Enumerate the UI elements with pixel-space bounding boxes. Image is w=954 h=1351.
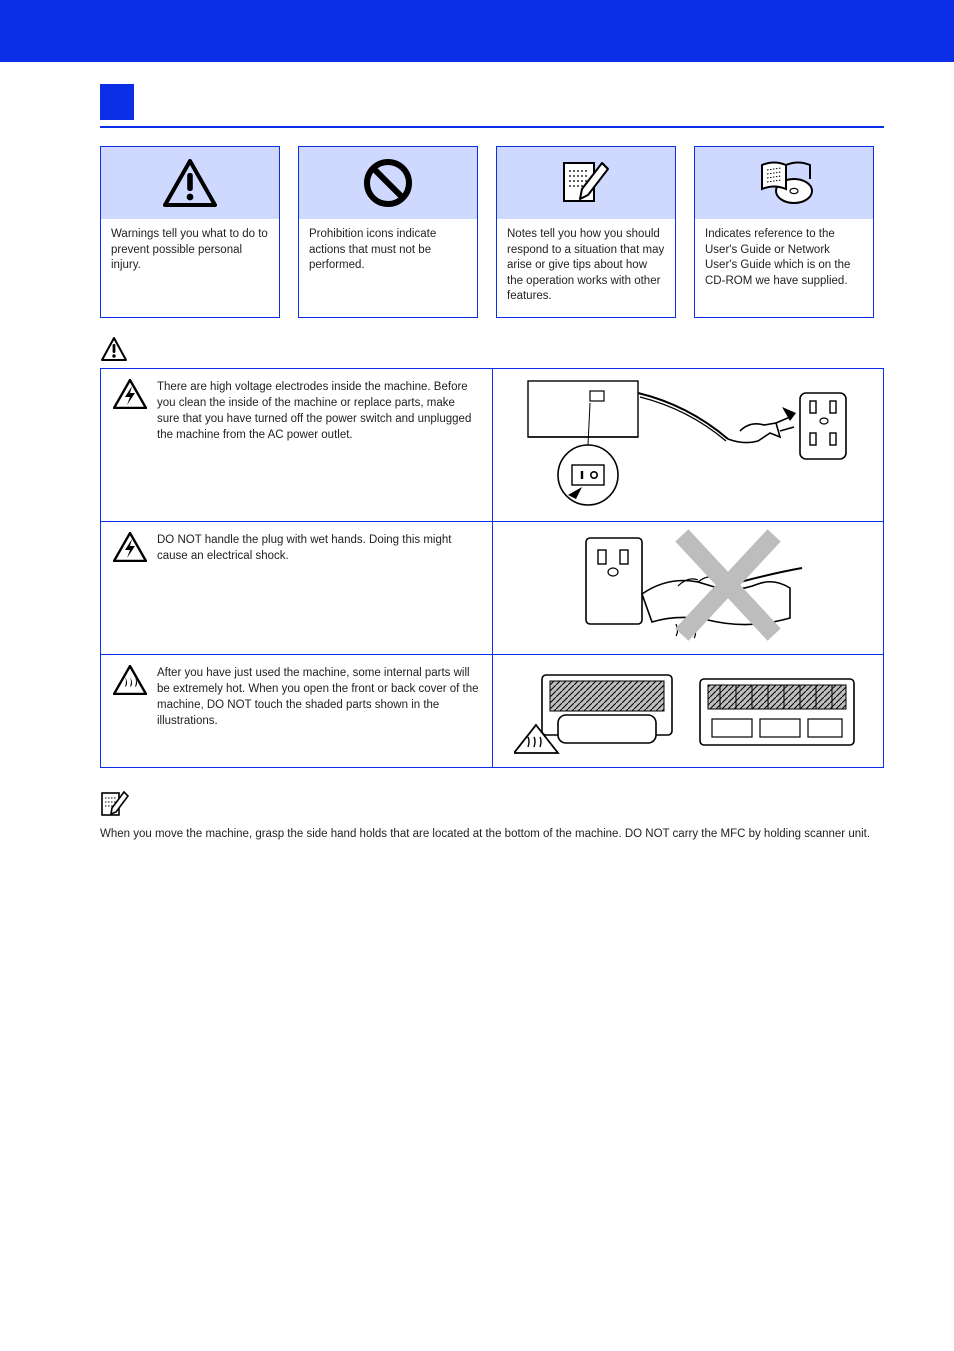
note-icon	[100, 790, 130, 818]
hot-internal-back-illustration	[692, 661, 862, 761]
warning-row: After you have just used the machine, so…	[101, 654, 883, 767]
symbol-desc: Notes tell you how you should respond to…	[497, 219, 675, 317]
page-number: 2	[877, 850, 884, 864]
warning-row: There are high voltage electrodes inside…	[101, 369, 883, 521]
symbol-desc: Prohibition icons indicate actions that …	[299, 219, 477, 311]
note-icon	[497, 147, 675, 219]
symbol-desc: Warnings tell you what to do to prevent …	[101, 219, 279, 311]
warning-triangle-icon	[101, 147, 279, 219]
heading-block	[100, 84, 134, 120]
shock-icon	[113, 379, 147, 409]
section-heading: Symbols used in this guide	[100, 84, 884, 120]
wethand-illustration	[568, 528, 808, 648]
banner-stripe	[0, 0, 954, 62]
note-body: When you move the machine, grasp the sid…	[100, 826, 884, 843]
symbol-desc: Indicates reference to the User's Guide …	[695, 219, 873, 311]
shock-icon	[113, 532, 147, 562]
warning-label: WARNING	[138, 340, 211, 357]
symbol-legend: Warnings tell you what to do to prevent …	[100, 146, 884, 318]
heading-text: Symbols used in this guide	[152, 84, 540, 116]
symbol-card-prohibit: Prohibition icons indicate actions that …	[298, 146, 478, 318]
manual-cd-icon	[695, 147, 873, 219]
symbol-card-manual: Indicates reference to the User's Guide …	[694, 146, 874, 318]
warning-table: There are high voltage electrodes inside…	[100, 368, 884, 768]
prohibit-icon	[299, 147, 477, 219]
warning-text: After you have just used the machine, so…	[157, 665, 480, 755]
note-heading: Note	[100, 790, 884, 818]
warning-text: There are high voltage electrodes inside…	[157, 379, 480, 509]
warning-triangle-icon	[100, 336, 128, 362]
hot-surface-icon	[113, 665, 147, 695]
warning-text: DO NOT handle the plug with wet hands. D…	[157, 532, 480, 642]
symbol-card-note: Notes tell you how you should respond to…	[496, 146, 676, 318]
symbol-card-warning: Warnings tell you what to do to prevent …	[100, 146, 280, 318]
note-label: Note	[140, 795, 173, 812]
warning-heading: WARNING	[100, 336, 884, 362]
hot-internal-front-illustration	[514, 661, 684, 761]
warning-row: DO NOT handle the plug with wet hands. D…	[101, 521, 883, 654]
heading-rule	[100, 126, 884, 128]
unplug-illustration	[518, 375, 858, 515]
